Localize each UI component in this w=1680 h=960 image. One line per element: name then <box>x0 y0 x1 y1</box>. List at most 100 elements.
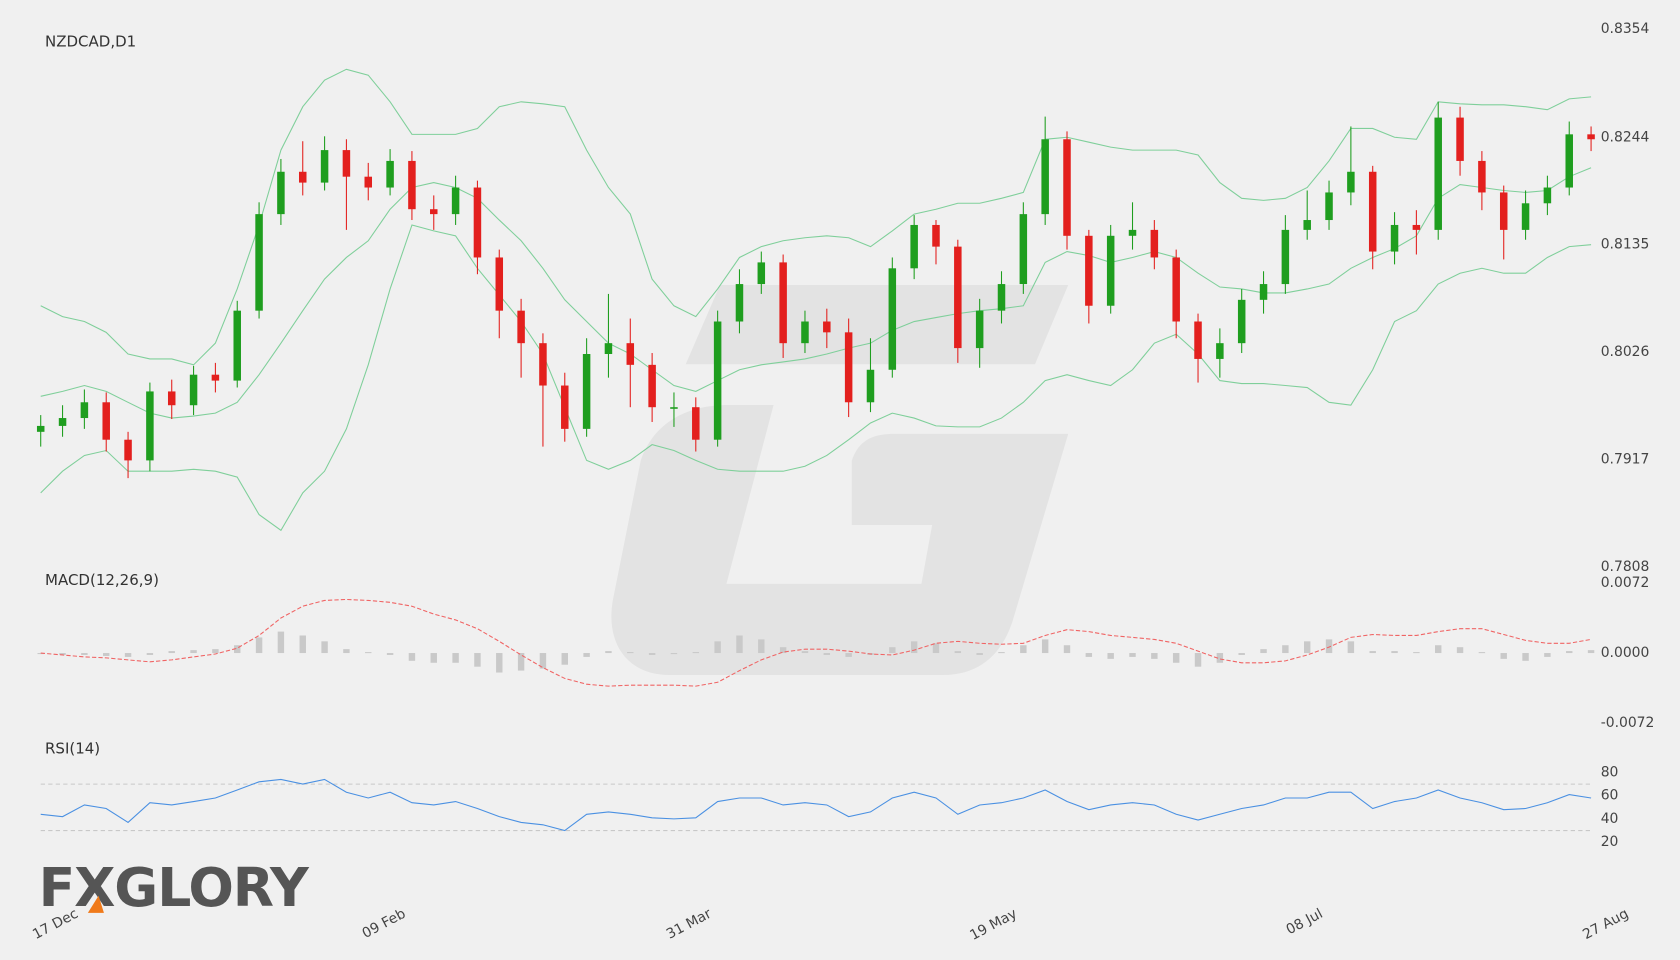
candle-body <box>1281 229 1290 285</box>
candle-body <box>1041 139 1049 215</box>
candle-body <box>102 402 110 440</box>
candle-body <box>670 407 678 409</box>
histogram-bar <box>168 651 175 654</box>
histogram-bar <box>714 641 721 654</box>
candle-body <box>1521 203 1530 230</box>
histogram-bar <box>1391 651 1398 654</box>
histogram-bar <box>539 653 547 669</box>
candle-body <box>823 321 831 333</box>
candle-body <box>386 160 394 188</box>
histogram-bar <box>299 635 306 654</box>
candle-body <box>124 439 132 461</box>
histogram-bar <box>976 653 983 655</box>
candle-body <box>167 391 176 406</box>
histogram-bar <box>561 653 568 665</box>
histogram-bar <box>1085 653 1093 657</box>
panel-title: MACD(12,26,9) <box>45 571 159 589</box>
histogram-bar <box>1063 645 1071 654</box>
histogram-bar <box>255 637 263 654</box>
signal-line <box>40 598 1592 687</box>
histogram-bar <box>212 649 219 654</box>
candle-body <box>801 321 809 344</box>
candle-body <box>1172 257 1180 322</box>
band-line <box>40 167 1592 419</box>
histogram-bar <box>1544 653 1551 657</box>
candle-body <box>844 332 853 403</box>
histogram-bar <box>1151 653 1158 659</box>
candle-body <box>779 262 787 344</box>
panel-title: RSI(14) <box>45 739 100 757</box>
candle-body <box>342 150 351 177</box>
histogram-bar <box>932 643 940 654</box>
candle-body <box>233 310 241 381</box>
y-tick-label: 0.8135 <box>1601 237 1650 253</box>
candle-body <box>1565 134 1573 188</box>
watermark <box>611 285 1069 675</box>
histogram-bar <box>408 653 416 661</box>
candle-body <box>975 310 984 349</box>
candle-body <box>1412 224 1421 230</box>
y-tick-label: 60 <box>1601 788 1619 804</box>
candle-body <box>888 268 897 370</box>
histogram-bar <box>81 653 88 655</box>
histogram-bar <box>1172 653 1180 663</box>
histogram-bar <box>583 653 590 657</box>
histogram-bar <box>736 635 743 654</box>
histogram-bar <box>627 652 634 654</box>
histogram-bar <box>1413 652 1420 654</box>
candle-body <box>58 418 67 426</box>
histogram-bar <box>1478 652 1486 654</box>
y-tick-label: 0.0072 <box>1601 575 1650 591</box>
histogram-bar <box>1041 639 1049 654</box>
candle-body <box>36 425 45 432</box>
histogram-bar <box>474 653 481 667</box>
candle-body <box>1456 117 1464 161</box>
histogram-bar <box>954 651 962 654</box>
candle-body <box>932 224 940 247</box>
x-tick-label: 31 Mar <box>664 906 714 943</box>
y-tick-label: 0.8244 <box>1601 129 1650 145</box>
histogram-bar <box>343 649 350 654</box>
histogram-bar <box>321 641 328 654</box>
candle-body <box>1325 192 1333 221</box>
histogram-bar <box>779 647 787 654</box>
histogram-bar <box>1282 645 1289 654</box>
histogram-bar <box>1435 645 1442 654</box>
histogram-bar <box>1303 641 1311 654</box>
candle-body <box>582 354 591 429</box>
candle-body <box>1194 321 1202 359</box>
y-tick-label: 0.8026 <box>1601 344 1650 360</box>
candle-body <box>1347 171 1355 193</box>
candle-body <box>1587 134 1595 140</box>
candle-body <box>1216 343 1224 359</box>
y-tick-label: 40 <box>1601 811 1619 827</box>
candle-body <box>408 160 416 210</box>
candle-body <box>277 171 285 215</box>
histogram-bar <box>190 650 197 654</box>
x-tick-label: 27 Aug <box>1580 906 1631 943</box>
histogram-bar <box>670 653 678 655</box>
candle-body <box>298 171 307 183</box>
panel-title: NZDCAD,D1 <box>45 32 136 50</box>
y-tick-label: -0.0072 <box>1601 715 1655 731</box>
band-line <box>40 224 1592 532</box>
candle-body <box>604 343 613 355</box>
y-tick-label: 80 <box>1601 765 1619 781</box>
histogram-bar <box>103 653 110 656</box>
histogram-bar <box>1347 641 1355 654</box>
histogram-bar <box>277 631 285 654</box>
candle-body <box>866 369 875 403</box>
histogram-bar <box>823 653 831 655</box>
candle-body <box>255 214 263 311</box>
candle-body <box>189 374 198 406</box>
y-tick-label: 20 <box>1601 834 1619 850</box>
histogram-bar <box>845 653 852 657</box>
candle-body <box>517 310 525 344</box>
rsi-line <box>40 778 1592 832</box>
histogram-bar <box>365 652 372 654</box>
histogram-bar <box>517 653 525 671</box>
y-tick-label: 0.7808 <box>1601 559 1650 575</box>
histogram-bar <box>430 653 437 663</box>
candle-body <box>211 374 220 381</box>
